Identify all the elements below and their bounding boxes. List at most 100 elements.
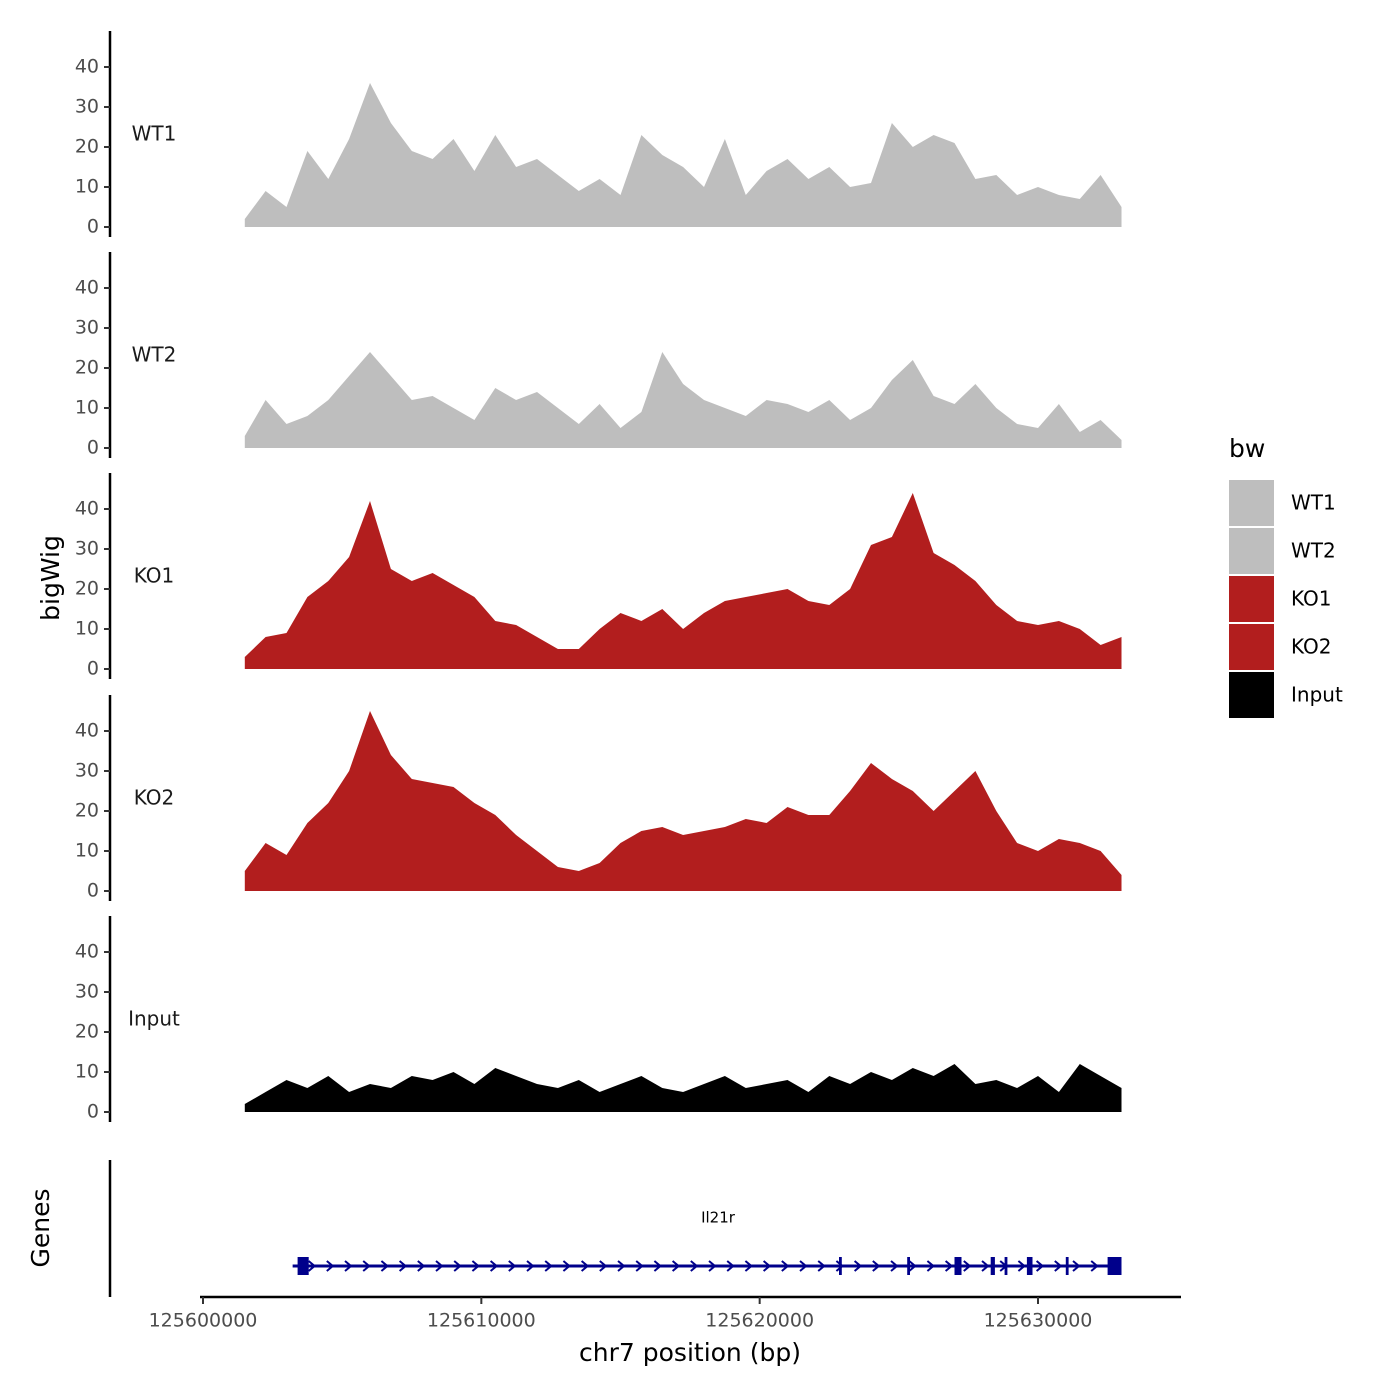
gene-exon (907, 1257, 910, 1275)
strand-arrow (580, 1260, 590, 1272)
strand-arrow (1035, 1260, 1045, 1272)
strand-arrow (1090, 1260, 1099, 1272)
track-wt2: 0 10 20 30 40 WT2 (75, 252, 1122, 459)
gene-exon (1026, 1257, 1033, 1275)
x-tick-label: 125610000 (427, 1310, 536, 1332)
strand-arrow (926, 1260, 935, 1272)
y-tick-label: 10 (75, 840, 99, 862)
y-tick-label: 30 (75, 317, 99, 339)
strand-arrow (890, 1260, 899, 1272)
strand-arrow (344, 1260, 353, 1272)
strand-arrow (398, 1260, 408, 1272)
strand-arrow (326, 1260, 335, 1272)
area-ko2 (244, 711, 1122, 891)
strand-arrow (544, 1260, 553, 1272)
strand-arrow (963, 1260, 972, 1272)
strand-arrow (1072, 1260, 1081, 1272)
track-wt1: 0 10 20 30 40 WT1 (75, 31, 1122, 238)
y-tick-label: 0 (87, 880, 99, 902)
gene-exon (839, 1257, 842, 1275)
gene-track: Il21r (108, 1160, 1122, 1297)
y-tick-label: 20 (75, 1021, 99, 1043)
strand-arrow (508, 1260, 517, 1272)
strand-arrow (835, 1260, 844, 1272)
strand-arrow (417, 1260, 426, 1272)
y-tick-label: 10 (75, 618, 99, 640)
y-tick-label: 0 (87, 437, 99, 459)
y-tick-label: 0 (87, 216, 99, 238)
strand-arrow (653, 1260, 662, 1272)
strand-arrow (1054, 1260, 1063, 1272)
track-label: KO2 (134, 786, 175, 810)
strand-arrow (853, 1260, 863, 1272)
y-tick-label: 20 (75, 357, 99, 379)
strand-arrow (671, 1260, 681, 1272)
strand-arrow (617, 1260, 626, 1272)
strand-arrow (380, 1260, 389, 1272)
legend-swatch-input (1229, 672, 1274, 718)
gene-exon (1107, 1257, 1122, 1275)
legend-swatch-ko1 (1229, 576, 1274, 622)
track-label: KO1 (134, 564, 175, 588)
strand-arrow (817, 1260, 826, 1272)
legend-title: bw (1229, 434, 1265, 463)
x-tick-label: 125630000 (984, 1310, 1093, 1332)
y-tick-label: 20 (75, 136, 99, 158)
y-tick-label: 40 (75, 941, 99, 963)
legend: bw WT1 WT2 KO1 KO2 Input (1229, 434, 1343, 718)
y-tick-label: 30 (75, 760, 99, 782)
y-tick-label: 30 (75, 981, 99, 1003)
strand-arrow (726, 1260, 735, 1272)
strand-arrow (944, 1260, 954, 1272)
signal-tracks: 0 10 20 30 40 WT1 0 10 20 30 40 WT2 0 10 20 30 40 KO1 0 10 2… (75, 31, 1122, 1123)
x-tick-label: 125600000 (149, 1310, 258, 1332)
area-wt1 (244, 83, 1122, 227)
strand-arrow (744, 1260, 753, 1272)
gene-exon (1004, 1257, 1008, 1275)
gene-exon (990, 1257, 995, 1275)
gene-exon (1065, 1257, 1069, 1275)
track-label: Input (128, 1007, 180, 1031)
legend-label: WT2 (1291, 539, 1336, 563)
legend-label: WT1 (1291, 491, 1336, 515)
y-tick-label: 40 (75, 277, 99, 299)
x-tick-label: 125620000 (705, 1310, 814, 1332)
strand-arrow (489, 1260, 499, 1272)
strand-arrow (362, 1260, 371, 1272)
legend-label: KO2 (1291, 635, 1332, 659)
strand-arrow (526, 1260, 535, 1272)
strand-arrow (708, 1260, 717, 1272)
strand-arrow (781, 1260, 790, 1272)
strand-arrow (799, 1260, 808, 1272)
gene-exon (954, 1257, 962, 1275)
legend-label: KO1 (1291, 587, 1332, 611)
strand-arrow (453, 1260, 462, 1272)
y-tick-label: 40 (75, 56, 99, 78)
strand-arrow (872, 1260, 881, 1272)
y-tick-label: 40 (75, 498, 99, 520)
y-axis-title: bigWig (36, 535, 65, 621)
track-label: WT2 (132, 343, 177, 367)
y-tick-label: 0 (87, 658, 99, 680)
strand-arrow (307, 1260, 317, 1272)
legend-label: Input (1291, 683, 1343, 707)
y-tick-label: 0 (87, 1101, 99, 1123)
x-axis-title: chr7 position (bp) (579, 1338, 801, 1367)
y-tick-label: 30 (75, 96, 99, 118)
track-ko2: 0 10 20 30 40 KO2 (75, 695, 1122, 902)
y-tick-label: 10 (75, 1061, 99, 1083)
area-input (244, 1064, 1122, 1112)
track-label: WT1 (132, 122, 177, 146)
gene-exon (297, 1257, 309, 1275)
strand-arrow (762, 1260, 772, 1272)
x-axis: 125600000 125610000 125620000 125630000 (149, 1295, 1181, 1332)
track-input: 0 10 20 30 40 Input (75, 916, 1122, 1123)
strand-arrow (471, 1260, 480, 1272)
strand-arrow (635, 1260, 644, 1272)
genes-axis-title: Genes (26, 1188, 55, 1267)
y-tick-label: 20 (75, 578, 99, 600)
y-tick-label: 40 (75, 720, 99, 742)
legend-swatch-wt2 (1229, 528, 1274, 574)
legend-swatch-ko2 (1229, 624, 1274, 670)
